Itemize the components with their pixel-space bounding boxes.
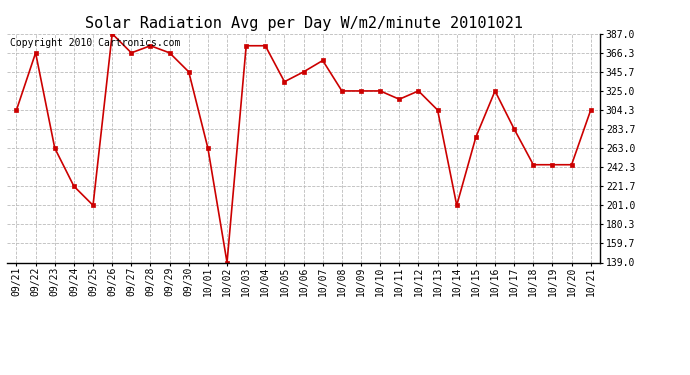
Text: Copyright 2010 Cartronics.com: Copyright 2010 Cartronics.com: [10, 38, 180, 48]
Title: Solar Radiation Avg per Day W/m2/minute 20101021: Solar Radiation Avg per Day W/m2/minute …: [85, 16, 522, 31]
